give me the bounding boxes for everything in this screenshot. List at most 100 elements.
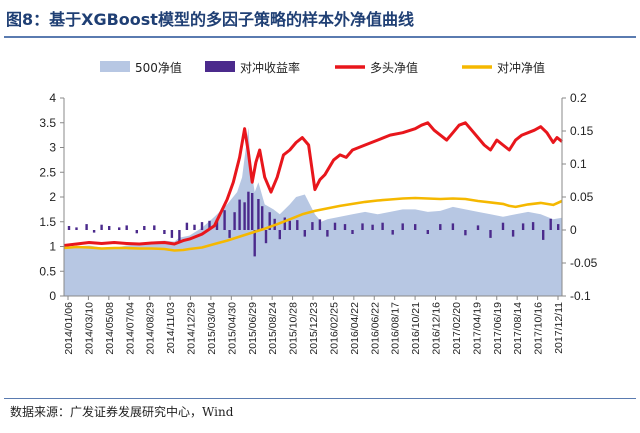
x-tick-label: 2016/10/21 (410, 302, 422, 355)
legend-swatch (100, 61, 130, 72)
x-tick-label: 2014/01/06 (63, 302, 75, 355)
left-tick-label: 3 (49, 141, 56, 155)
hedge-return-bar (118, 227, 121, 230)
line-layer (63, 121, 563, 252)
left-tick-label: 2.5 (39, 165, 56, 179)
axes-layer: 0 0.5 1 1.5 2 2.5 3 3.5 4 -0.1 -0.05 0 0.05 0.1 0.15 0.… (39, 91, 597, 355)
hedge-return-bar (343, 224, 347, 230)
hedge-return-bar (333, 222, 337, 230)
hedge-return-bar (215, 219, 219, 230)
right-tick-label: 0.2 (570, 91, 587, 105)
bar-layer (67, 191, 560, 257)
hedge-return-bar (261, 206, 264, 230)
x-tick-label: 2015/08/24 (267, 302, 279, 355)
x-tick-label: 2016/12/16 (431, 302, 443, 355)
x-tick-label: 2014/11/03 (165, 302, 177, 354)
x-tick-label: 2017/04/19 (471, 302, 483, 355)
hedge-return-bar (557, 224, 560, 230)
right-tick-label: 0.1 (570, 157, 587, 171)
hedge-return-bar (501, 222, 505, 230)
right-tick-label: -0.1 (570, 289, 591, 303)
hedge-return-bar (426, 230, 429, 234)
x-tick-label: 2017/08/14 (512, 302, 524, 355)
hedge-return-bar (243, 202, 246, 230)
hedge-return-bar (200, 222, 204, 230)
x-tick-label: 2014/08/29 (145, 302, 157, 355)
hedge-return-bar (318, 219, 322, 230)
hedge-return-bar (549, 218, 552, 230)
hedge-return-bar (75, 227, 78, 230)
x-tick-label: 2016/02/25 (328, 302, 340, 355)
x-tick-label: 2014/07/04 (124, 302, 136, 355)
x-tick-label: 2016/08/17 (390, 302, 402, 355)
x-tick-label: 2017/12/11 (553, 302, 565, 354)
hedge-return-bar (178, 230, 181, 242)
hedge-return-bar (371, 224, 374, 230)
hedge-return-bar (511, 230, 515, 237)
x-tick-label: 2014/05/08 (104, 302, 116, 355)
left-tick-label: 2 (49, 190, 56, 204)
legend-swatch (205, 61, 235, 72)
hedge-return-bar (489, 230, 492, 238)
hedge-return-bar (85, 224, 88, 230)
hedge-return-bar (223, 210, 226, 230)
hedge-return-bar (135, 230, 138, 234)
hedge-return-bar (251, 193, 254, 230)
hedge-return-bar (233, 212, 236, 230)
hedge-return-bar (476, 225, 480, 230)
left-tick-label: 0 (49, 289, 56, 303)
x-tick-label: 2015/10/28 (288, 302, 300, 355)
hedge-return-bar (288, 220, 291, 230)
hedge-return-bar (67, 226, 71, 230)
hedge-return-bar (253, 230, 256, 257)
hedge-return-bar (361, 223, 364, 230)
hedge-return-bar (257, 199, 260, 230)
legend-label: 对冲收益率 (240, 60, 300, 75)
hedge-return-bar (296, 220, 299, 230)
hedge-return-bar (283, 217, 286, 230)
hedge-return-bar (238, 199, 241, 230)
hedge-return-bar (439, 224, 442, 230)
legend-label: 对冲净值 (497, 60, 545, 75)
hedge-return-bar (143, 226, 146, 230)
right-tick-label: 0.05 (570, 190, 594, 204)
hedge-return-bar (414, 224, 417, 230)
left-tick-label: 1 (49, 240, 56, 254)
hedge-return-bar (125, 225, 128, 230)
hedge-return-bar (326, 230, 329, 237)
right-tick-label: -0.05 (570, 256, 598, 270)
hedge-return-bar (278, 230, 281, 240)
hedge-return-bar (100, 224, 103, 230)
hedge-return-bar (268, 212, 271, 230)
hedge-return-bar (451, 223, 455, 230)
legend-label: 多头净值 (370, 60, 418, 75)
left-tick-label: 1.5 (39, 215, 56, 229)
source-divider (4, 398, 636, 399)
hedge-return-bar (264, 230, 268, 244)
hedge-return-bar (170, 230, 174, 238)
x-tick-label: 2015/12/23 (308, 302, 320, 355)
hedge-return-bar (208, 220, 211, 230)
title-divider (4, 36, 636, 38)
left-tick-label: 4 (49, 91, 56, 105)
hedge-return-bar (381, 222, 384, 230)
x-tick-label: 2015/04/30 (226, 302, 238, 355)
hedge-return-bar (531, 222, 535, 230)
x-tick-label: 2014/03/10 (83, 302, 95, 355)
hedge-return-bar (391, 230, 394, 235)
x-tick-label: 2017/10/16 (533, 302, 545, 355)
legend-label: 500净值 (135, 60, 182, 75)
x-tick-label: 2016/04/22 (349, 302, 361, 355)
chart-title: 图8：基于XGBoost模型的多因子策略的样本外净值曲线 (6, 10, 414, 29)
hedge-return-bar (153, 225, 156, 230)
hedge-return-bar (521, 223, 525, 230)
hedge-return-bar (163, 230, 166, 234)
hedge-return-bar (311, 222, 314, 230)
hedge-return-bar (303, 230, 306, 237)
hedge-return-bar (108, 226, 111, 230)
hedge-return-bar (247, 191, 250, 230)
right-tick-label: 0.15 (570, 124, 594, 138)
series-line-2 (63, 121, 563, 247)
x-tick-label: 2015/06/29 (247, 302, 259, 355)
left-tick-label: 0.5 (39, 264, 56, 278)
